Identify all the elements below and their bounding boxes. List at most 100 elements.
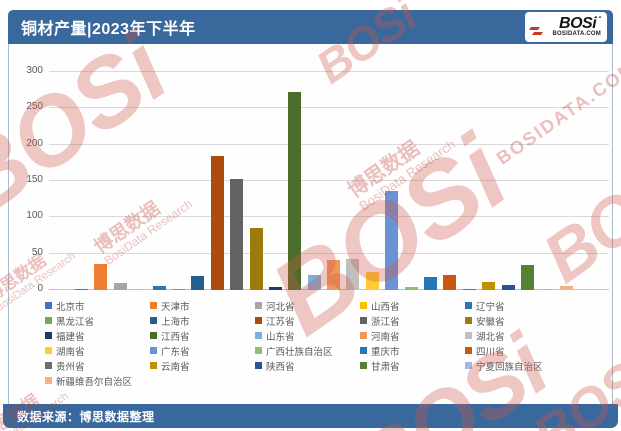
logo-brand-text: BOSi˙ <box>559 15 601 32</box>
legend-swatch <box>255 347 262 354</box>
logo-domain-text: BOSIDATA.COM <box>552 31 601 37</box>
legend-label: 湖南省 <box>56 346 85 358</box>
legend-label: 广西壮族自治区 <box>266 346 333 358</box>
legend-swatch <box>150 347 157 354</box>
legend-item: 新疆维吾尔自治区 <box>45 374 150 388</box>
legend-swatch <box>45 377 52 384</box>
legend-item: 甘肃省 <box>360 359 465 373</box>
gridline <box>49 252 609 254</box>
legend-swatch <box>465 347 472 354</box>
legend-label: 北京市 <box>56 301 85 313</box>
legend-swatch <box>150 332 157 339</box>
bar <box>288 92 302 290</box>
legend-swatch <box>360 347 367 354</box>
legend-label: 贵州省 <box>56 361 85 373</box>
gridline <box>49 107 609 109</box>
legend-item: 宁夏回族自治区 <box>465 359 570 373</box>
bar <box>520 265 534 290</box>
legend-item: 安徽省 <box>465 314 570 328</box>
legend-label: 河南省 <box>371 331 400 343</box>
legend-swatch <box>465 332 472 339</box>
bar <box>365 271 379 290</box>
legend-item: 陕西省 <box>255 359 360 373</box>
bar <box>327 260 341 290</box>
legend-item: 河北省 <box>255 299 360 313</box>
footer-bar: 数据来源：博思数据整理 <box>3 404 618 428</box>
bar <box>443 274 457 290</box>
legend-item: 黑龙江省 <box>45 314 150 328</box>
bar <box>462 289 476 290</box>
legend-swatch <box>255 302 262 309</box>
legend-item: 上海市 <box>150 314 255 328</box>
legend-label: 重庆市 <box>371 346 400 358</box>
legend-label: 江西省 <box>161 331 190 343</box>
legend-swatch <box>45 332 52 339</box>
legend-item: 辽宁省 <box>465 299 570 313</box>
bar <box>191 276 205 290</box>
gridline <box>49 71 609 72</box>
legend-swatch <box>45 302 52 309</box>
legend-label: 云南省 <box>161 361 190 373</box>
legend-item: 湖北省 <box>465 329 570 343</box>
legend-label: 山西省 <box>371 301 400 313</box>
legend-item: 天津市 <box>150 299 255 313</box>
legend-swatch <box>465 362 472 369</box>
legend-item: 河南省 <box>360 329 465 343</box>
bar <box>210 156 224 290</box>
y-axis-label: 0 <box>37 283 43 294</box>
bar <box>133 289 147 290</box>
bosi-logo: BOSi˙ BOSIDATA.COM <box>525 12 607 42</box>
bar <box>404 287 418 290</box>
legend-item: 山西省 <box>360 299 465 313</box>
bar <box>75 289 88 290</box>
y-axis-label: 300 <box>26 65 43 76</box>
legend-label: 宁夏回族自治区 <box>476 361 543 373</box>
chart-panel: 0 50 100 150 200 250 300 北京市 天津市 河北省 山西省 辽宁省 黑龙江省 上海… <box>8 44 613 404</box>
legend-item: 福建省 <box>45 329 150 343</box>
legend-label: 四川省 <box>476 346 505 358</box>
legend-swatch <box>150 302 157 309</box>
legend-label: 江苏省 <box>266 316 295 328</box>
legend-swatch <box>360 317 367 324</box>
gridline <box>49 180 609 181</box>
legend-swatch <box>360 332 367 339</box>
legend-label: 新疆维吾尔自治区 <box>56 376 133 388</box>
legend-item: 江苏省 <box>255 314 360 328</box>
legend-swatch <box>45 362 52 369</box>
legend-label: 黑龙江省 <box>56 316 95 328</box>
legend-item: 山东省 <box>255 329 360 343</box>
legend-swatch <box>255 332 262 339</box>
legend-label: 辽宁省 <box>476 301 505 313</box>
chart-legend: 北京市 天津市 河北省 山西省 辽宁省黑龙江省 上海市 江苏省 浙江省 安徽省福建省 江西省 山东省… <box>45 298 590 388</box>
legend-item: 贵州省 <box>45 359 150 373</box>
legend-label: 河北省 <box>266 301 295 313</box>
page-title: 铜材产量|2023年下半年 <box>21 21 196 38</box>
legend-label: 浙江省 <box>371 316 400 328</box>
y-axis-label: 100 <box>26 210 43 222</box>
gridline <box>49 216 609 218</box>
legend-item: 湖南省 <box>45 344 150 358</box>
legend-swatch <box>465 302 472 309</box>
y-axis-label: 250 <box>26 101 43 113</box>
legend-item: 云南省 <box>150 359 255 373</box>
legend-label: 福建省 <box>56 331 85 343</box>
legend-swatch <box>360 362 367 369</box>
legend-item: 四川省 <box>465 344 570 358</box>
legend-label: 山东省 <box>266 331 295 343</box>
legend-swatch <box>45 347 52 354</box>
legend-label: 天津市 <box>161 301 190 313</box>
legend-item: 北京市 <box>45 299 150 313</box>
legend-swatch <box>255 362 262 369</box>
legend-label: 甘肃省 <box>371 361 400 373</box>
legend-item: 江西省 <box>150 329 255 343</box>
y-axis-label: 50 <box>31 246 43 258</box>
bars-container <box>75 72 573 290</box>
legend-swatch <box>360 302 367 309</box>
legend-item: 重庆市 <box>360 344 465 358</box>
y-axis-label: 150 <box>26 174 43 185</box>
bar <box>501 284 515 290</box>
bar <box>540 289 554 290</box>
bar <box>249 227 263 290</box>
bar <box>307 275 321 290</box>
